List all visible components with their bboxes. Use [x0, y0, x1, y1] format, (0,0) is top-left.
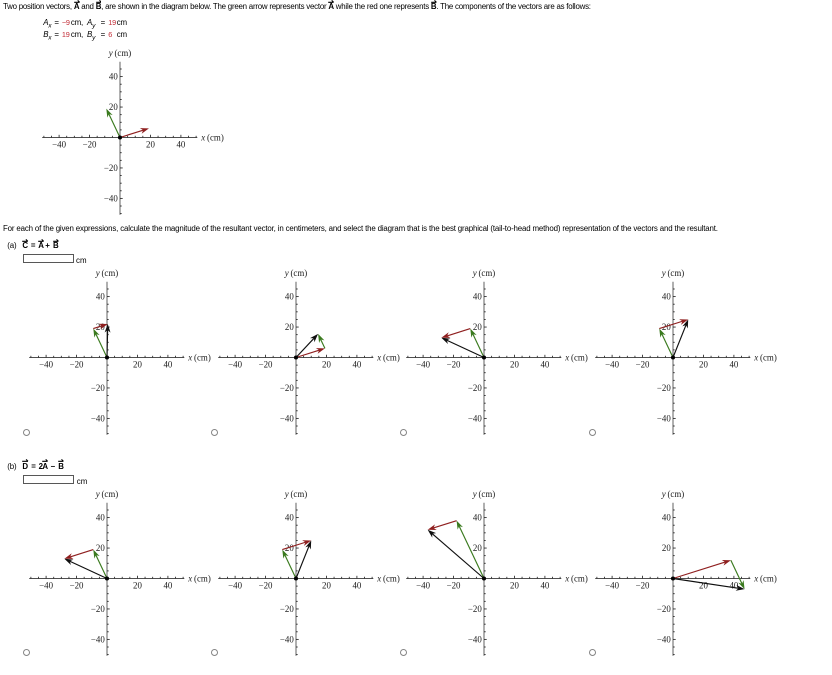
svg-text:40: 40	[473, 513, 482, 523]
svg-text:−40: −40	[468, 635, 482, 645]
svg-text:40: 40	[352, 581, 361, 591]
svg-text:−40: −40	[657, 635, 671, 645]
svg-text:20: 20	[510, 360, 519, 370]
svg-text:y (cm): y (cm)	[661, 269, 685, 278]
svg-text:40: 40	[730, 360, 739, 370]
svg-text:−20: −20	[657, 383, 671, 393]
svg-text:x (cm): x (cm)	[200, 133, 224, 143]
svg-text:20: 20	[285, 543, 294, 553]
svg-text:x (cm): x (cm)	[188, 353, 212, 363]
svg-text:x (cm): x (cm)	[376, 574, 400, 584]
svg-text:40: 40	[662, 292, 671, 302]
svg-text:y (cm): y (cm)	[472, 269, 496, 278]
svg-text:−40: −40	[40, 581, 54, 591]
svg-text:20: 20	[109, 102, 118, 112]
svg-text:20: 20	[473, 543, 482, 553]
svg-text:20: 20	[699, 360, 708, 370]
svg-text:40: 40	[730, 581, 739, 591]
svg-text:40: 40	[473, 292, 482, 302]
svg-text:20: 20	[96, 322, 105, 332]
svg-text:−40: −40	[52, 140, 66, 150]
svg-text:y (cm): y (cm)	[95, 269, 119, 278]
svg-text:x (cm): x (cm)	[753, 353, 777, 363]
svg-text:y (cm): y (cm)	[283, 269, 307, 278]
svg-text:x (cm): x (cm)	[376, 353, 400, 363]
svg-text:−40: −40	[280, 635, 294, 645]
svg-text:40: 40	[541, 360, 550, 370]
svg-text:−20: −20	[104, 163, 118, 173]
svg-text:y (cm): y (cm)	[472, 490, 496, 499]
svg-text:−40: −40	[605, 581, 619, 591]
svg-text:−20: −20	[657, 604, 671, 614]
svg-text:40: 40	[109, 72, 118, 82]
svg-text:−20: −20	[636, 360, 650, 370]
svg-text:20: 20	[322, 360, 331, 370]
svg-text:20: 20	[133, 581, 142, 591]
svg-text:x (cm): x (cm)	[565, 574, 589, 584]
svg-text:−20: −20	[91, 383, 105, 393]
svg-text:40: 40	[285, 513, 294, 523]
svg-text:20: 20	[473, 322, 482, 332]
svg-text:40: 40	[285, 292, 294, 302]
svg-text:−40: −40	[40, 360, 54, 370]
svg-text:20: 20	[699, 581, 708, 591]
svg-text:x (cm): x (cm)	[753, 574, 777, 584]
svg-text:−20: −20	[70, 360, 84, 370]
svg-text:y (cm): y (cm)	[95, 490, 119, 499]
svg-text:−20: −20	[280, 604, 294, 614]
svg-text:20: 20	[662, 543, 671, 553]
svg-text:40: 40	[352, 360, 361, 370]
svg-text:40: 40	[541, 581, 550, 591]
svg-text:−20: −20	[468, 383, 482, 393]
svg-text:y (cm): y (cm)	[661, 490, 685, 499]
svg-text:20: 20	[96, 543, 105, 553]
svg-text:20: 20	[322, 581, 331, 591]
svg-text:−20: −20	[83, 140, 97, 150]
svg-text:20: 20	[133, 360, 142, 370]
svg-text:−20: −20	[91, 604, 105, 614]
svg-text:−40: −40	[468, 414, 482, 424]
svg-text:−40: −40	[280, 414, 294, 424]
svg-text:20: 20	[285, 322, 294, 332]
svg-text:−20: −20	[280, 383, 294, 393]
svg-text:40: 40	[96, 513, 105, 523]
svg-text:−20: −20	[258, 360, 272, 370]
svg-text:40: 40	[164, 360, 173, 370]
svg-text:−40: −40	[605, 360, 619, 370]
svg-text:40: 40	[662, 513, 671, 523]
svg-text:−20: −20	[468, 604, 482, 614]
svg-text:−20: −20	[447, 581, 461, 591]
svg-text:40: 40	[177, 140, 186, 150]
svg-text:40: 40	[96, 292, 105, 302]
svg-text:y (cm): y (cm)	[108, 49, 132, 58]
svg-text:40: 40	[164, 581, 173, 591]
svg-text:−40: −40	[228, 360, 242, 370]
svg-text:x (cm): x (cm)	[188, 574, 212, 584]
svg-text:−40: −40	[657, 414, 671, 424]
svg-text:−40: −40	[104, 194, 118, 204]
svg-text:−40: −40	[416, 360, 430, 370]
svg-text:20: 20	[510, 581, 519, 591]
svg-text:−40: −40	[416, 581, 430, 591]
svg-text:−40: −40	[91, 414, 105, 424]
svg-text:20: 20	[146, 140, 155, 150]
svg-text:−40: −40	[228, 581, 242, 591]
svg-text:x (cm): x (cm)	[565, 353, 589, 363]
svg-text:−20: −20	[70, 581, 84, 591]
svg-text:20: 20	[662, 322, 671, 332]
svg-text:−20: −20	[636, 581, 650, 591]
svg-text:−40: −40	[91, 635, 105, 645]
svg-text:−20: −20	[258, 581, 272, 591]
svg-text:y (cm): y (cm)	[283, 490, 307, 499]
svg-text:−20: −20	[447, 360, 461, 370]
